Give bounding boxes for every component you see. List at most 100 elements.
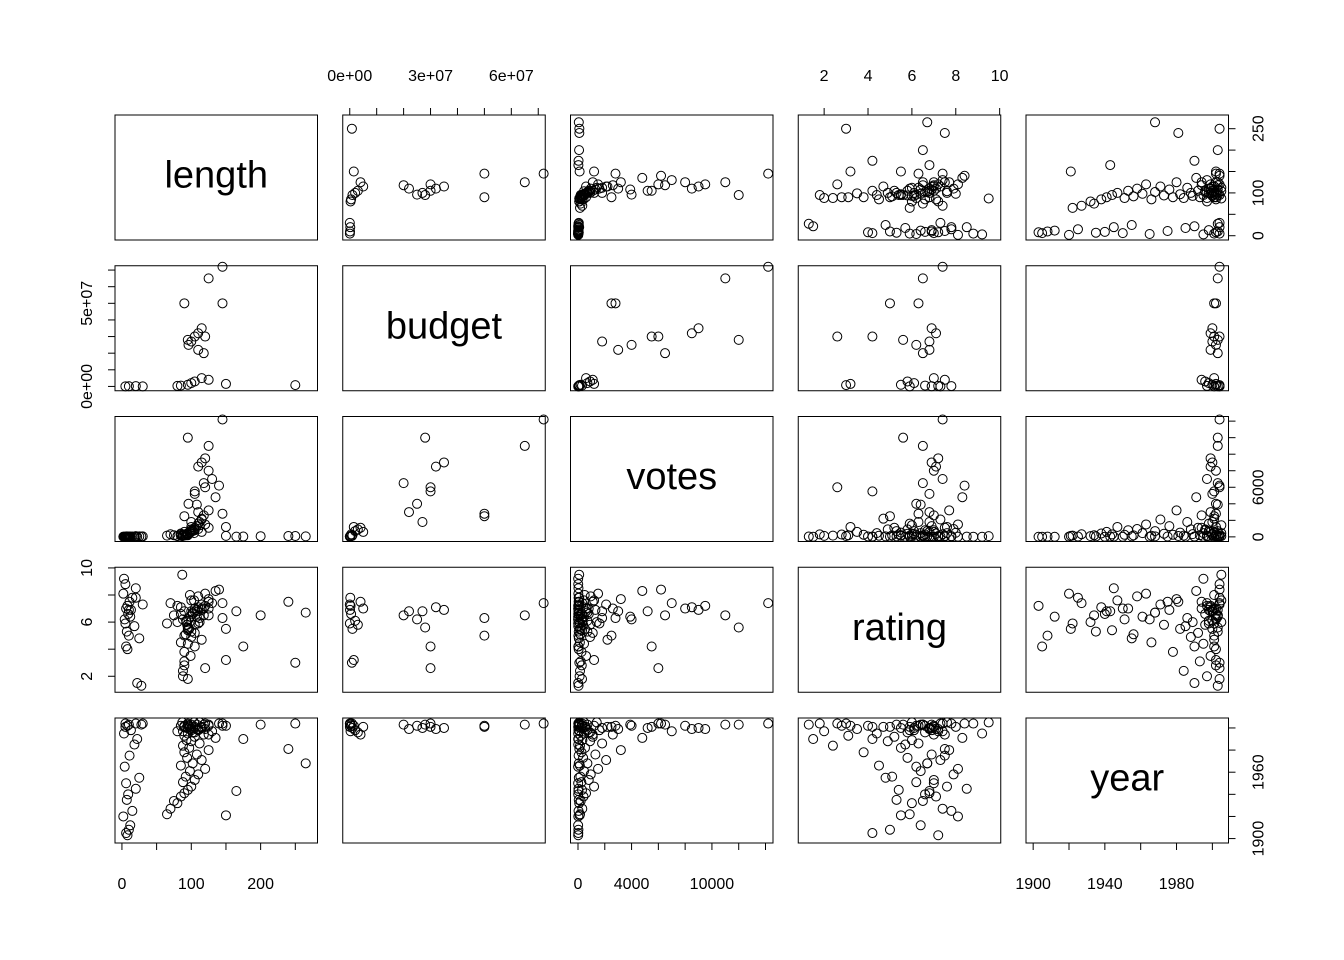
panel — [1025, 265, 1229, 392]
point — [607, 603, 618, 614]
point — [1096, 528, 1107, 539]
point — [577, 673, 588, 684]
point — [922, 117, 933, 128]
point — [656, 584, 667, 595]
x-tick-label: 0e+00 — [327, 68, 372, 85]
point — [123, 381, 134, 392]
point — [909, 722, 920, 733]
point — [843, 730, 854, 741]
point — [680, 720, 691, 731]
point — [606, 298, 617, 309]
point — [430, 724, 441, 735]
point — [574, 810, 585, 821]
point — [867, 331, 878, 342]
point — [1182, 182, 1193, 193]
point — [172, 380, 183, 391]
point — [344, 599, 355, 610]
point — [203, 603, 214, 614]
point — [926, 381, 937, 392]
point — [398, 610, 409, 621]
point — [125, 611, 136, 622]
point — [686, 602, 697, 613]
point — [574, 623, 585, 634]
point — [203, 465, 214, 476]
point — [626, 614, 637, 625]
point — [983, 193, 994, 204]
point — [183, 339, 194, 350]
point — [891, 187, 902, 198]
point — [238, 734, 249, 745]
point — [346, 123, 357, 134]
point — [941, 528, 952, 539]
variable-name: length — [164, 155, 268, 197]
point — [1137, 528, 1148, 539]
point — [125, 604, 136, 615]
point — [814, 718, 825, 729]
point — [1123, 603, 1134, 614]
panel — [1025, 114, 1229, 241]
point — [417, 187, 428, 198]
point — [123, 824, 134, 835]
point — [827, 740, 838, 751]
point — [217, 613, 228, 624]
point — [625, 719, 636, 730]
point — [1173, 596, 1184, 607]
point — [858, 747, 869, 758]
point — [575, 656, 586, 667]
point — [656, 170, 667, 181]
point — [832, 331, 843, 342]
point — [891, 794, 902, 805]
point — [430, 602, 441, 613]
point — [895, 166, 906, 177]
point — [1042, 531, 1053, 542]
point — [1173, 531, 1184, 542]
point — [200, 718, 211, 729]
point — [1089, 198, 1100, 209]
point — [878, 181, 889, 192]
point — [1065, 530, 1076, 541]
point — [417, 516, 428, 527]
point — [575, 771, 586, 782]
point — [346, 608, 357, 619]
point — [1049, 531, 1060, 542]
y-tick-label: 250 — [1251, 115, 1268, 142]
x-tick-label: 1900 — [1015, 876, 1051, 893]
point — [358, 721, 369, 732]
point — [574, 193, 585, 204]
point — [130, 783, 141, 794]
panel — [342, 717, 546, 844]
point — [191, 749, 202, 760]
point — [863, 531, 874, 542]
point — [200, 453, 211, 464]
point — [1137, 188, 1148, 199]
point — [882, 736, 893, 747]
point — [576, 777, 587, 788]
point — [193, 461, 204, 472]
point — [924, 786, 935, 797]
point — [193, 725, 204, 736]
point — [1167, 192, 1178, 203]
point — [845, 166, 856, 177]
point — [1189, 531, 1200, 542]
point — [193, 618, 204, 629]
point — [123, 789, 134, 800]
point — [733, 622, 744, 633]
point — [1141, 519, 1152, 530]
point — [1065, 166, 1076, 177]
point — [573, 579, 584, 590]
point — [941, 717, 952, 728]
point — [355, 596, 366, 607]
point — [172, 798, 183, 809]
point — [574, 123, 585, 134]
point — [626, 339, 637, 350]
point — [358, 603, 369, 614]
point — [720, 719, 731, 730]
point — [906, 798, 917, 809]
point — [819, 530, 830, 541]
variable-name: year — [1090, 758, 1164, 800]
point — [1214, 673, 1225, 684]
y-tick-label: 2 — [79, 672, 96, 681]
point — [345, 604, 356, 615]
point — [1201, 671, 1212, 682]
point — [124, 596, 135, 607]
